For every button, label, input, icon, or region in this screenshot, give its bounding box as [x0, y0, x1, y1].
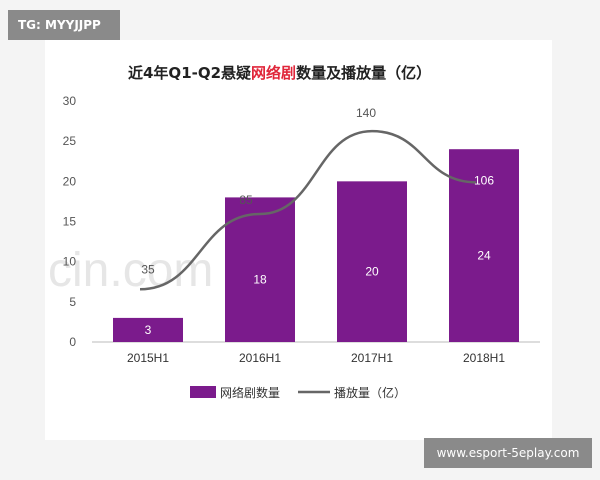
y-tick-label: 20	[63, 174, 77, 188]
y-tick-label: 30	[63, 94, 77, 108]
labels-group: 3 18 20 24 35 85 140 106	[141, 106, 494, 337]
legend: 网络剧数量 播放量（亿）	[190, 385, 406, 400]
chart-title: 近4年Q1-Q2悬疑网络剧数量及播放量（亿）	[128, 62, 488, 83]
line-value-label: 140	[356, 106, 376, 120]
top-watermark-text: TG: MYYJJPP	[18, 18, 101, 32]
bottom-watermark-tag: www.esport-5eplay.com	[424, 438, 592, 468]
bar-2016H1	[225, 197, 295, 342]
y-axis-ticks: 0 5 10 15 20 25 30	[63, 94, 77, 349]
legend-label-line: 播放量（亿）	[334, 385, 406, 400]
title-suffix: 数量及播放量（亿）	[296, 64, 432, 82]
category-label: 2016H1	[239, 351, 281, 365]
bars-group	[113, 149, 519, 342]
y-tick-label: 10	[63, 255, 77, 269]
category-label: 2018H1	[463, 351, 505, 365]
bottom-watermark-text: www.esport-5eplay.com	[436, 446, 580, 460]
bar-2015H1	[113, 317, 183, 342]
title-prefix: 近4年Q1-Q2悬疑	[128, 64, 252, 82]
series-line-playcount	[139, 129, 477, 291]
bar-value-label: 24	[477, 249, 491, 263]
y-tick-label: 5	[69, 295, 76, 309]
bar-value-label: 18	[253, 273, 267, 287]
line-value-label: 35	[141, 262, 155, 276]
top-watermark-tag: TG: MYYJJPP	[8, 10, 120, 40]
bar-value-label: 3	[145, 323, 152, 337]
category-label: 2015H1	[127, 351, 169, 365]
category-label: 2017H1	[351, 351, 393, 365]
y-tick-label: 15	[63, 215, 77, 229]
y-tick-label: 0	[69, 335, 76, 349]
category-labels: 2015H1 2016H1 2017H1 2018H1	[127, 351, 505, 365]
line-value-label: 85	[239, 193, 253, 207]
line-value-label: 106	[474, 173, 494, 187]
title-highlight: 网络剧	[251, 64, 297, 82]
y-tick-label: 25	[63, 134, 77, 148]
legend-swatch-bar	[190, 386, 216, 398]
bar-value-label: 20	[365, 265, 379, 279]
legend-label-bar: 网络剧数量	[220, 385, 280, 400]
center-watermark: cin.com	[48, 244, 213, 297]
bar-2017H1	[337, 181, 407, 342]
